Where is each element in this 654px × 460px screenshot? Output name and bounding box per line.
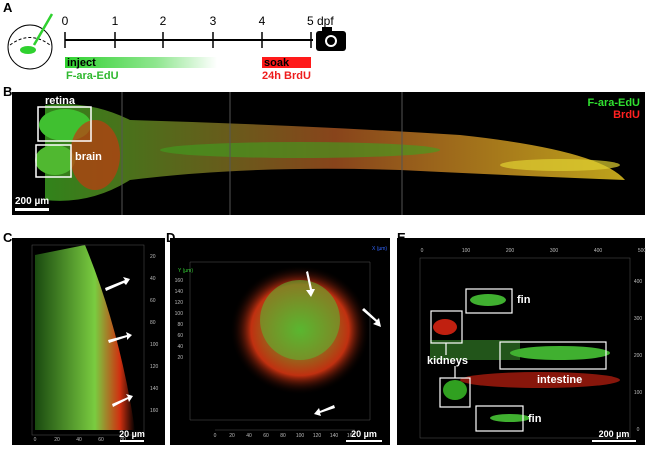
panel-label: A (3, 0, 13, 15)
needle (32, 13, 54, 46)
axis-tick-label: 80 (150, 320, 156, 326)
axis-tick-label: 60 (177, 333, 183, 339)
axis-tick-label: 20 (54, 437, 60, 443)
bounding-box (189, 261, 371, 431)
axis-tick-label: 0 (637, 427, 640, 433)
timeline-label: 0 (62, 14, 69, 28)
intestine-label: intestine (537, 374, 582, 386)
axis-tick-label: 0 (34, 437, 37, 443)
axis-tick-label: 20 (229, 433, 235, 439)
axis-tick-label: 60 (98, 437, 104, 443)
axis-tick-label: 200 (506, 248, 515, 254)
axis-tick-label: 140 (150, 386, 159, 392)
axis-tick-label: 20 (177, 355, 183, 361)
bounding-box (31, 244, 145, 436)
axis-tick-label: 200 (634, 353, 643, 359)
brain-label: brain (75, 151, 102, 163)
axis-tick-label: 120 (313, 433, 322, 439)
axis-tick-label: 140 (330, 433, 339, 439)
timeline-label: 2 (160, 14, 167, 28)
axis-title: Y (µm) (178, 268, 193, 274)
panel-label: D (166, 230, 175, 245)
axis-tick-label: 60 (150, 298, 156, 304)
legend-entry: F-ara-EdU (587, 97, 640, 109)
axis-tick-label: 160 (347, 433, 356, 439)
axis-tick-label: 160 (150, 408, 159, 414)
embryo-line (9, 37, 51, 46)
axis-tick-label: 500 (638, 248, 647, 254)
soak-compound: 24h BrdU (262, 70, 311, 82)
scale-label: 20 µm (119, 429, 145, 439)
soak-bar (262, 57, 311, 68)
axis-tick-label: 0 (421, 248, 424, 254)
panel-label: B (3, 84, 12, 99)
arrows (105, 277, 133, 407)
scale-bar (120, 440, 144, 442)
kidneys-label: kidneys (427, 355, 468, 367)
axis-tick-label: 100 (634, 390, 643, 396)
inject-bar (65, 57, 217, 68)
inject-label: inject (67, 57, 96, 69)
axis-tick-label: 300 (634, 316, 643, 322)
axis-tick-label: 20 (150, 254, 156, 260)
fin-label: fin (517, 294, 531, 306)
axis-tick-label: 0 (214, 433, 217, 439)
axis-title: X (µm) (372, 246, 387, 252)
arrows (306, 271, 381, 416)
timeline-label: 1 (112, 14, 119, 28)
axis-tick-label: 100 (296, 433, 305, 439)
fin-label: fin (528, 413, 542, 425)
scale-bar (15, 208, 49, 211)
axis-tick-label: 40 (246, 433, 252, 439)
bounding-box (419, 257, 631, 439)
embryo-cell (20, 46, 36, 54)
inject-compound: F-ara-EdU (66, 70, 119, 82)
tissue (260, 280, 340, 360)
axis-tick-label: 120 (150, 364, 159, 370)
scale-label: 20 µm (351, 429, 377, 439)
axis-tick-label: 100 (150, 342, 159, 348)
axis-tick-label: 400 (594, 248, 603, 254)
axis-tick-label: 40 (76, 437, 82, 443)
scale-label: 200 µm (599, 429, 630, 439)
axis-tick-label: 140 (175, 289, 184, 295)
panel-label: C (3, 230, 13, 245)
retina-box (37, 106, 92, 142)
axis-tick-label: 120 (175, 300, 184, 306)
camera-icon (316, 27, 346, 51)
axis-tick-label: 100 (462, 248, 471, 254)
axis-tick-label: 300 (550, 248, 559, 254)
timeline-label: 3 (210, 14, 217, 28)
timeline-label: 5 dpf (307, 14, 334, 28)
timeline-label: 4 (259, 14, 266, 28)
axis-tick-label: 80 (177, 322, 183, 328)
axis-tick-label: 80 (280, 433, 286, 439)
axis-tick-label: 100 (175, 311, 184, 317)
scale-bar (592, 440, 636, 442)
retina-label: retina (45, 95, 76, 107)
soak-label: soak (264, 57, 290, 69)
legend-entry: BrdU (613, 109, 640, 121)
scale-bar (346, 440, 382, 442)
axis-tick-label: 40 (177, 344, 183, 350)
tissue (35, 245, 135, 430)
axis-tick-label: 400 (634, 279, 643, 285)
axis-tick-label: 160 (175, 278, 184, 284)
scale-label: 200 µm (15, 196, 49, 207)
axis-tick-label: 60 (263, 433, 269, 439)
axis-tick-label: 40 (150, 276, 156, 282)
panel-label: E (397, 230, 406, 245)
roi-boxes (430, 288, 607, 432)
brain-box (35, 144, 72, 178)
tissue (430, 294, 620, 422)
